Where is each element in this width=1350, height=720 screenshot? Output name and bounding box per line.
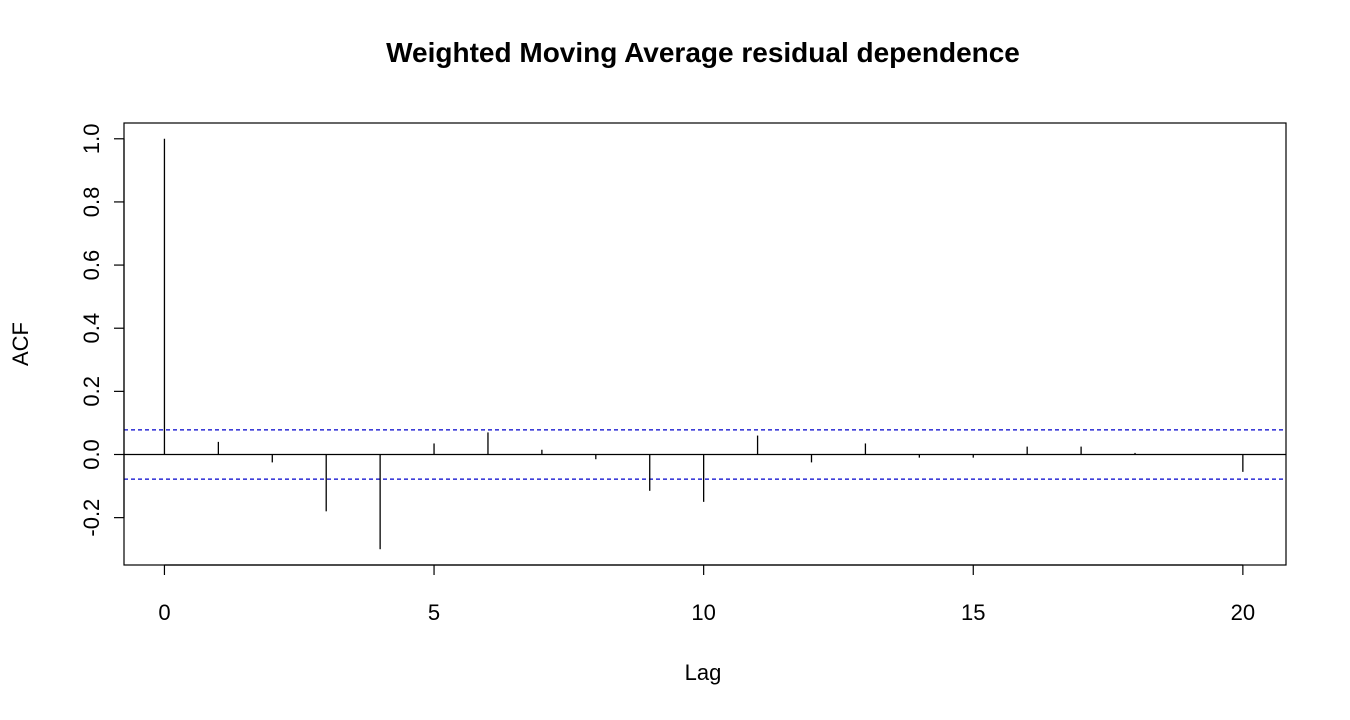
x-tick-label: 0 [158, 600, 170, 625]
x-tick-label: 15 [961, 600, 985, 625]
x-tick-label: 5 [428, 600, 440, 625]
plot-frame [123, 122, 1287, 566]
y-axis-label: ACF [8, 322, 33, 366]
y-tick-label: 0.0 [79, 439, 104, 470]
y-tick-label: 0.8 [79, 187, 104, 218]
chart-title: Weighted Moving Average residual depende… [386, 37, 1020, 68]
confidence-bounds [124, 429, 1286, 480]
y-tick-label: -0.2 [79, 499, 104, 537]
x-tick-label: 10 [691, 600, 715, 625]
acf-bars [163, 138, 1244, 550]
y-tick-label: 1.0 [79, 123, 104, 154]
x-axis: 0 5 10 15 20 [158, 564, 1255, 625]
y-tick-label: 0.4 [79, 313, 104, 344]
y-tick-label: 0.2 [79, 376, 104, 407]
y-axis: -0.2 0.0 0.2 0.4 0.6 0.8 1.0 [79, 123, 125, 537]
x-axis-label: Lag [685, 660, 722, 685]
x-tick-label: 20 [1231, 600, 1255, 625]
y-tick-label: 0.6 [79, 250, 104, 281]
